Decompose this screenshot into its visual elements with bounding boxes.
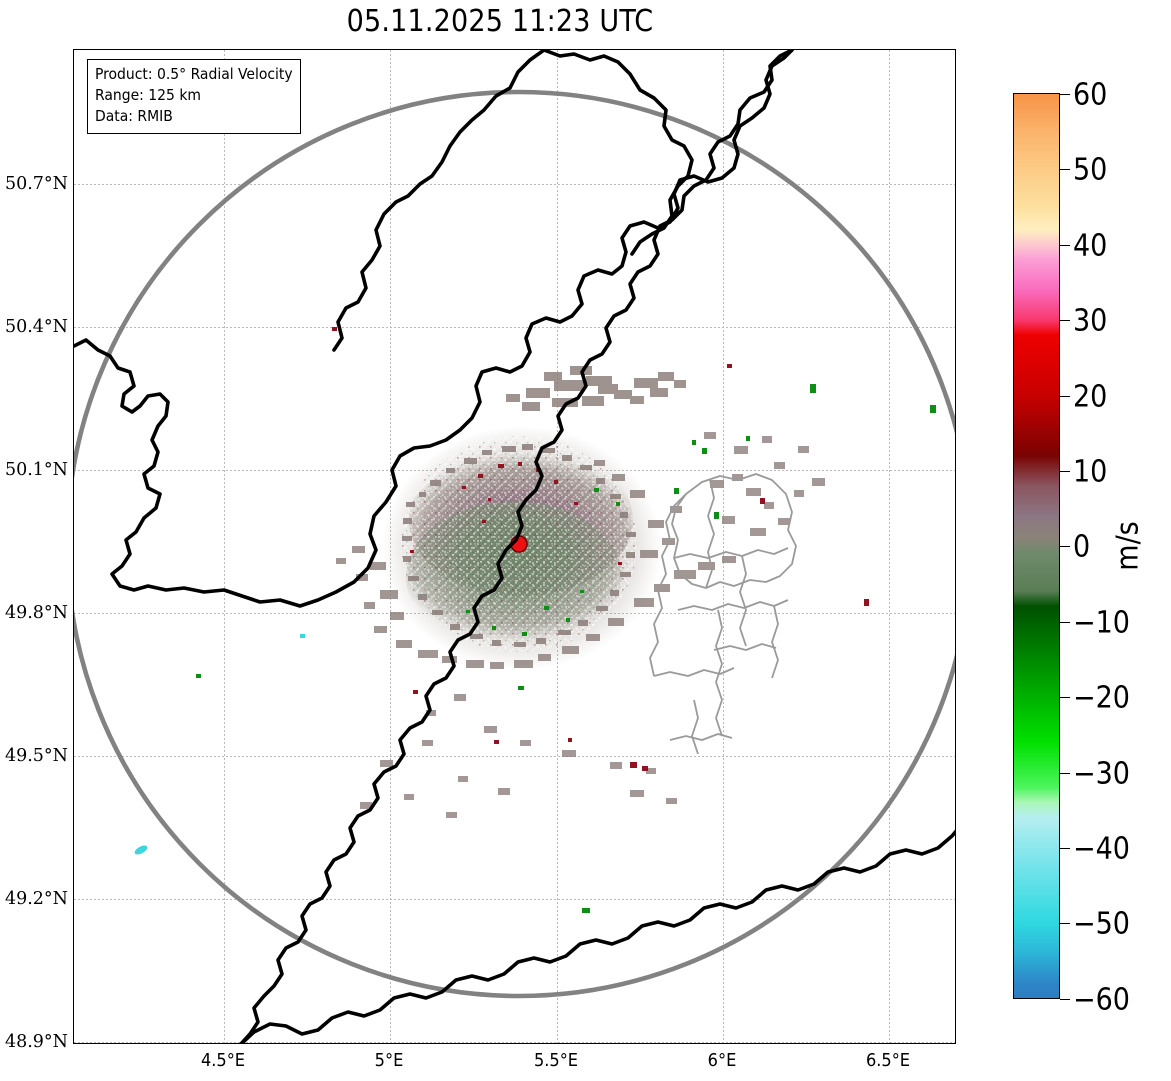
radar-echo-field: [134, 327, 936, 913]
map-and-radar-layer: [74, 50, 955, 1043]
colorbar-tick: [1060, 94, 1070, 96]
colorbar-tick: [1060, 546, 1070, 548]
colorbar-tick-label-40: 40: [1073, 228, 1108, 264]
echo-speckle-core: [402, 444, 636, 647]
ytick-label-6: 48.9°N: [4, 1032, 68, 1052]
colorbar-tick: [1060, 848, 1070, 850]
colorbar-tick: [1060, 320, 1070, 322]
luxembourg-districts: [649, 473, 797, 737]
colorbar-tick-label-m60: −60: [1073, 982, 1130, 1018]
ytick-label-4: 49.5°N: [4, 746, 68, 766]
xtick-label-4: 6.5°E: [865, 1050, 911, 1071]
colorbar-tick: [1060, 697, 1070, 699]
colorbar-tick-label-m40: −40: [1073, 831, 1130, 867]
ytick-label-0: 50.7°N: [4, 174, 68, 194]
colorbar-tick-label-50: 50: [1073, 152, 1108, 188]
colorbar-tick-label-0: 0: [1073, 529, 1091, 565]
echo-cyan-flecks: [134, 634, 305, 855]
colorbar-tick: [1060, 999, 1070, 1001]
colorbar-tick-label-m50: −50: [1073, 906, 1130, 942]
colorbar-tick: [1060, 245, 1070, 247]
colorbar-tick: [1060, 923, 1070, 925]
colorbar-unit-label: m/s: [1110, 521, 1146, 571]
plot-clip: Product: 0.5° Radial Velocity Range: 125…: [74, 50, 955, 1043]
gridline-h: [74, 184, 955, 185]
colorbar-tick: [1060, 622, 1070, 624]
luxembourg-districts-south: [669, 699, 733, 755]
range-ring: [74, 89, 955, 999]
ytick-label-1: 50.4°N: [4, 317, 68, 337]
xtick-label-3: 6°E: [707, 1050, 737, 1071]
colorbar-tick-label-60: 60: [1073, 77, 1108, 113]
echo-east-patches: [704, 432, 825, 536]
info-box: Product: 0.5° Radial Velocity Range: 125…: [87, 59, 301, 134]
gridline-v: [224, 50, 225, 1043]
gridline-h: [74, 899, 955, 900]
colorbar-tick-label-m20: −20: [1073, 680, 1130, 716]
colorbar-tick: [1060, 773, 1070, 775]
gridline-h: [74, 1042, 955, 1043]
national-borders: [74, 50, 794, 1043]
colorbar-tick-label-20: 20: [1073, 379, 1108, 415]
xtick-label-1: 5°E: [374, 1050, 404, 1071]
ytick-label-2: 50.1°N: [4, 460, 68, 480]
colorbar-gradient: [1014, 94, 1059, 998]
xtick-label-2: 5.5°E: [533, 1050, 579, 1071]
info-range: Range: 125 km: [95, 86, 201, 105]
info-product: Product: 0.5° Radial Velocity: [95, 65, 293, 83]
page-title: 05.11.2025 11:23 UTC: [346, 4, 654, 39]
echo-northern-band: [506, 366, 686, 411]
gridline-v: [889, 50, 890, 1043]
colorbar-tick: [1060, 396, 1070, 398]
colorbar: [1013, 93, 1060, 999]
echo-green-flecks: [196, 384, 936, 913]
colorbar-tick: [1060, 169, 1070, 171]
colorbar-tick-label-30: 30: [1073, 303, 1108, 339]
echo-southern-cells: [360, 694, 677, 818]
gridline-h: [74, 756, 955, 757]
echo-red-flecks: [332, 327, 869, 771]
echo-clutter-arms: [336, 460, 736, 669]
gridline-v: [723, 50, 724, 1043]
national-borders-detail: [239, 50, 955, 1043]
colorbar-tick-label-10: 10: [1073, 454, 1108, 490]
ytick-label-3: 49.8°N: [4, 603, 68, 623]
xtick-label-0: 4.5°E: [200, 1050, 246, 1071]
colorbar-tick-label-m30: −30: [1073, 756, 1130, 792]
radar-plot: Product: 0.5° Radial Velocity Range: 125…: [73, 49, 956, 1044]
colorbar-tick-label-m10: −10: [1073, 605, 1130, 641]
info-data: Data: RMIB: [95, 107, 173, 126]
gridline-h: [74, 327, 955, 328]
ytick-label-5: 49.2°N: [4, 889, 68, 909]
colorbar-tick: [1060, 471, 1070, 473]
